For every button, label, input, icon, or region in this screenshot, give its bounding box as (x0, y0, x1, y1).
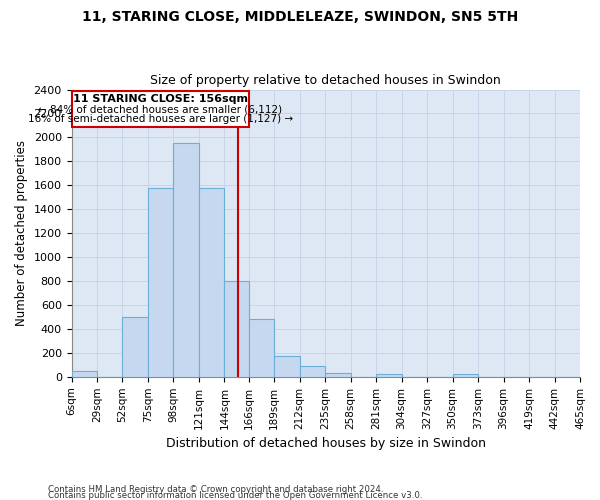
Bar (249, 320, 274, 377)
Bar (274, 356, 300, 377)
Text: ← 84% of detached houses are smaller (6,112): ← 84% of detached houses are smaller (6,… (38, 104, 282, 115)
Bar (71, 92, 249, 128)
Text: 16% of semi-detached houses are larger (1,127) →: 16% of semi-detached houses are larger (… (28, 114, 293, 124)
Bar (122, 317, 148, 377)
Bar (325, 372, 350, 377)
Text: Contains public sector information licensed under the Open Government Licence v3: Contains public sector information licen… (48, 490, 422, 500)
Bar (300, 366, 325, 377)
Bar (173, 144, 199, 377)
Title: Size of property relative to detached houses in Swindon: Size of property relative to detached ho… (151, 74, 501, 87)
Bar (376, 374, 401, 377)
X-axis label: Distribution of detached houses by size in Swindon: Distribution of detached houses by size … (166, 437, 486, 450)
Bar (452, 374, 478, 377)
Bar (224, 281, 249, 377)
Text: 11 STARING CLOSE: 156sqm: 11 STARING CLOSE: 156sqm (73, 94, 248, 104)
Bar (199, 188, 224, 377)
Text: Contains HM Land Registry data © Crown copyright and database right 2024.: Contains HM Land Registry data © Crown c… (48, 484, 383, 494)
Bar (71, 371, 97, 377)
Y-axis label: Number of detached properties: Number of detached properties (15, 140, 28, 326)
Bar (148, 188, 173, 377)
Text: 11, STARING CLOSE, MIDDLELEAZE, SWINDON, SN5 5TH: 11, STARING CLOSE, MIDDLELEAZE, SWINDON,… (82, 10, 518, 24)
